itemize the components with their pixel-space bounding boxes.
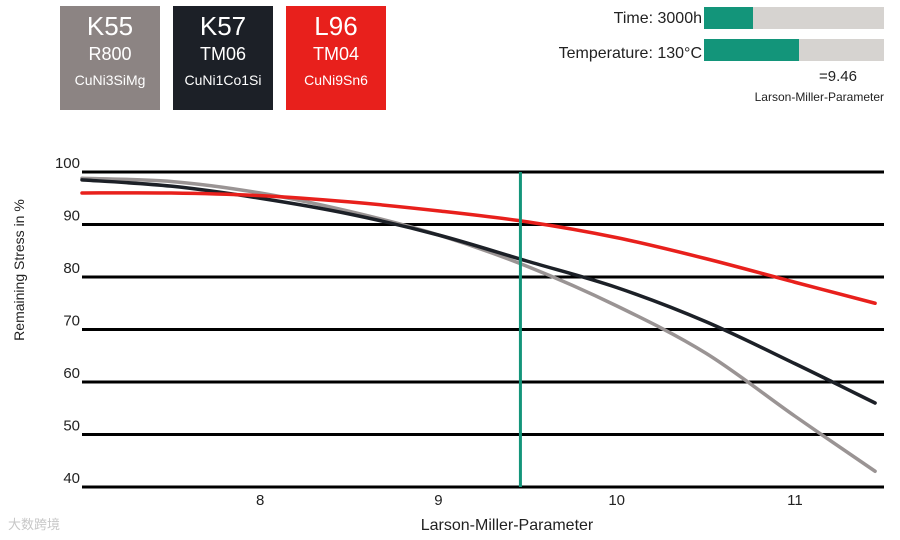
x-tick-labels: 8 9 10 11 xyxy=(256,492,803,509)
card-code: K57 xyxy=(199,11,247,41)
temperature-param: Temperature: 130°C xyxy=(559,45,702,63)
time-slider[interactable] xyxy=(704,7,884,29)
temperature-slider-fill xyxy=(704,39,800,61)
card-alloy: CuNi3SiMg xyxy=(74,72,146,88)
card-grade: TM04 xyxy=(312,44,359,64)
card-code: L96 xyxy=(314,11,358,41)
y-tick-label: 40 xyxy=(63,470,80,487)
series-line-1 xyxy=(80,176,877,473)
watermark: 大数跨境 xyxy=(8,517,61,532)
y-tick-label: 60 xyxy=(63,365,80,382)
series-line-2 xyxy=(80,178,877,405)
series-lines xyxy=(80,176,877,473)
time-slider-fill xyxy=(704,7,753,29)
lmp-result-value: =9.46 xyxy=(819,68,857,85)
y-tick-label: 80 xyxy=(63,260,80,277)
x-tick-label: 10 xyxy=(608,492,625,509)
y-tick-label: 70 xyxy=(63,313,80,330)
card-grade: TM06 xyxy=(199,44,246,64)
card-grade: R800 xyxy=(88,44,132,64)
x-axis-title: Larson-Miller-Parameter xyxy=(421,517,594,534)
x-tick-label: 11 xyxy=(787,492,803,509)
y-tick-label: 100 xyxy=(55,155,80,172)
time-value: 3000h xyxy=(657,10,703,27)
lmp-result-caption: Larson-Miller-Parameter xyxy=(754,90,884,104)
alloy-card-k55: K55 R800 CuNi3SiMg xyxy=(60,6,160,110)
y-tick-labels: 40 50 60 70 80 90 100 xyxy=(55,155,80,487)
temperature-slider[interactable] xyxy=(704,39,884,61)
y-axis-title: Remaining Stress in % xyxy=(11,199,27,341)
temperature-label: Temperature: xyxy=(558,45,653,62)
time-param: Time: 3000h xyxy=(614,10,702,28)
x-tick-label: 9 xyxy=(434,492,442,509)
time-label: Time: xyxy=(613,10,654,27)
card-alloy: CuNi1Co1Si xyxy=(184,72,262,88)
alloy-card-k57: K57 TM06 CuNi1Co1Si xyxy=(173,6,273,110)
alloy-card-l96: L96 TM04 CuNi9Sn6 xyxy=(286,6,386,110)
card-code: K55 xyxy=(86,11,134,41)
grid-lines xyxy=(82,170,884,489)
x-tick-label: 8 xyxy=(256,492,264,509)
card-alloy: CuNi9Sn6 xyxy=(304,72,368,88)
y-tick-label: 90 xyxy=(63,208,80,225)
series-line-3 xyxy=(80,191,877,305)
temperature-value: 130°C xyxy=(657,45,702,62)
y-tick-label: 50 xyxy=(63,418,80,435)
